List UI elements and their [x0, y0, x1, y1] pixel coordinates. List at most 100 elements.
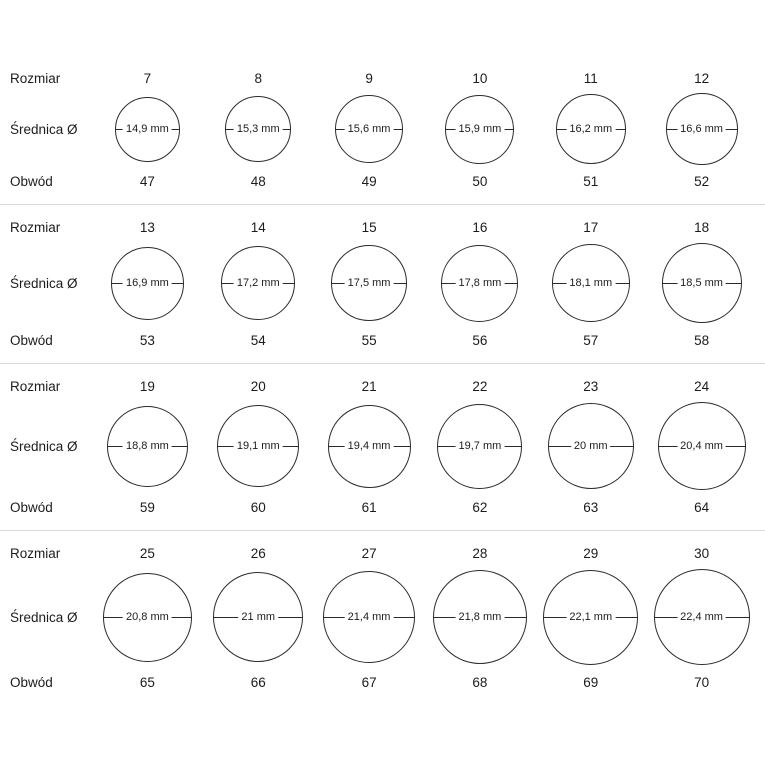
- ring-size-number: 22: [472, 378, 488, 394]
- diameter-value: 22,4 mm: [677, 611, 726, 623]
- ring-circumference-number: 64: [694, 499, 710, 515]
- ring-circle: 21,8 mm: [432, 570, 527, 664]
- ring-circumference-number: 51: [583, 173, 599, 189]
- ring-circumference-number: 62: [472, 499, 488, 515]
- ring-circumference-number: 57: [583, 332, 599, 348]
- ring-size-row-1: Rozmiar Średnica Ø Obwód 7 14,9 mm 47 8 …: [0, 56, 765, 204]
- ring-cell: 29 22,1 mm 69: [535, 541, 646, 695]
- ring-circle: 19,4 mm: [327, 404, 411, 488]
- diameter-value: 16,2 mm: [566, 123, 616, 135]
- ring-circle: 16,9 mm: [110, 246, 184, 320]
- ring-size-number: 9: [365, 70, 373, 86]
- diameter-value: 19,1 mm: [233, 440, 283, 452]
- ring-cell: 30 22,4 mm 70: [646, 541, 757, 695]
- ring-cell: 13 16,9 mm 53: [92, 215, 203, 353]
- diameter-value: 18,5 mm: [677, 277, 726, 289]
- ring-circle: 16,2 mm: [555, 94, 626, 164]
- ring-size-number: 12: [694, 70, 710, 86]
- label-obwod: Obwód: [10, 499, 53, 515]
- ring-size-number: 16: [472, 219, 488, 235]
- diameter-value: 16,9 mm: [123, 277, 172, 289]
- circle-area: 17,5 mm: [331, 239, 408, 327]
- diameter-value: 17,8 mm: [455, 277, 505, 289]
- label-srednica-wrap: Średnica Ø: [10, 90, 78, 168]
- ring-cell: 9 15,6 mm 49: [314, 66, 425, 194]
- circle-area: 19,7 mm: [437, 398, 523, 494]
- ring-size-number: 26: [250, 545, 266, 561]
- ring-circumference-number: 48: [250, 173, 266, 189]
- label-srednica: Średnica Ø: [10, 275, 78, 291]
- ring-circle: 15,3 mm: [225, 96, 292, 162]
- ring-size-row-4: Rozmiar Średnica Ø Obwód 25 20,8 mm 65 2…: [0, 530, 765, 705]
- ring-size-number: 19: [139, 378, 155, 394]
- circle-area: 16,2 mm: [555, 90, 626, 168]
- ring-circumference-number: 56: [472, 332, 488, 348]
- ring-size-row-3: Rozmiar Średnica Ø Obwód 19 18,8 mm 59 2…: [0, 363, 765, 530]
- ring-circumference-number: 68: [472, 674, 488, 690]
- diameter-value: 22,1 mm: [566, 611, 616, 623]
- ring-size-number: 23: [583, 378, 599, 394]
- ring-circle: 17,2 mm: [221, 246, 296, 320]
- ring-circumference-number: 69: [583, 674, 599, 690]
- circle-area: 14,9 mm: [114, 90, 180, 168]
- ring-circle: 15,6 mm: [335, 95, 404, 163]
- label-srednica-wrap: Średnica Ø: [10, 398, 78, 494]
- diameter-value: 15,3 mm: [233, 123, 283, 135]
- ring-size-number: 17: [583, 219, 599, 235]
- ring-cell: 8 15,3 mm 48: [203, 66, 314, 194]
- ring-circle: 18,8 mm: [106, 405, 188, 487]
- ring-circle: 22,4 mm: [653, 569, 750, 665]
- ring-cell: 24 20,4 mm 64: [646, 374, 757, 520]
- circle-area: 19,1 mm: [217, 398, 300, 494]
- circle-area: 21,4 mm: [323, 565, 416, 669]
- row-labels: Rozmiar Średnica Ø Obwód: [8, 374, 92, 520]
- ring-circle: 22,1 mm: [543, 569, 639, 665]
- ring-circle: 21 mm: [213, 572, 304, 662]
- ring-cell: 16 17,8 mm 56: [425, 215, 536, 353]
- ring-circle: 18,5 mm: [661, 243, 742, 323]
- ring-size-number: 8: [254, 70, 262, 86]
- ring-cell: 19 18,8 mm 59: [92, 374, 203, 520]
- label-rozmiar: Rozmiar: [10, 545, 61, 561]
- ring-circumference-number: 67: [361, 674, 377, 690]
- ring-cell: 14 17,2 mm 54: [203, 215, 314, 353]
- ring-size-number: 18: [694, 219, 710, 235]
- circle-area: 22,4 mm: [653, 565, 750, 669]
- ring-circle: 18,1 mm: [551, 244, 630, 322]
- ring-cell: 23 20 mm 63: [535, 374, 646, 520]
- ring-circumference-number: 52: [694, 173, 710, 189]
- ring-size-number: 13: [139, 219, 155, 235]
- circle-area: 15,9 mm: [445, 90, 515, 168]
- circle-area: 17,8 mm: [441, 239, 519, 327]
- diameter-value: 18,1 mm: [566, 277, 616, 289]
- ring-circle: 15,9 mm: [445, 94, 515, 164]
- ring-size-row-2: Rozmiar Średnica Ø Obwód 13 16,9 mm 53 1…: [0, 204, 765, 363]
- ring-circumference-number: 53: [139, 332, 155, 348]
- row-labels: Rozmiar Średnica Ø Obwód: [8, 215, 92, 353]
- ring-circle: 19,1 mm: [217, 405, 300, 487]
- diameter-value: 17,5 mm: [344, 277, 394, 289]
- ring-circle: 20 mm: [547, 403, 634, 489]
- label-rozmiar: Rozmiar: [10, 70, 61, 86]
- circle-area: 16,6 mm: [665, 90, 738, 168]
- ring-cell: 28 21,8 mm 68: [425, 541, 536, 695]
- ring-cell: 10 15,9 mm 50: [425, 66, 536, 194]
- ring-circumference-number: 54: [250, 332, 266, 348]
- label-obwod: Obwód: [10, 332, 53, 348]
- ring-cell: 11 16,2 mm 51: [535, 66, 646, 194]
- ring-size-number: 28: [472, 545, 488, 561]
- diameter-value: 21,4 mm: [344, 611, 394, 623]
- ring-circumference-number: 49: [361, 173, 377, 189]
- circle-area: 21 mm: [213, 565, 304, 669]
- ring-size-number: 14: [250, 219, 266, 235]
- ring-circumference-number: 63: [583, 499, 599, 515]
- ring-circle: 17,8 mm: [441, 244, 519, 322]
- ring-circumference-number: 55: [361, 332, 377, 348]
- circle-area: 21,8 mm: [432, 565, 527, 669]
- circle-area: 22,1 mm: [543, 565, 639, 669]
- label-srednica-wrap: Średnica Ø: [10, 239, 78, 327]
- ring-cell: 17 18,1 mm 57: [535, 215, 646, 353]
- circle-area: 18,8 mm: [106, 398, 188, 494]
- diameter-value: 18,8 mm: [123, 440, 172, 452]
- diameter-value: 21,8 mm: [455, 611, 505, 623]
